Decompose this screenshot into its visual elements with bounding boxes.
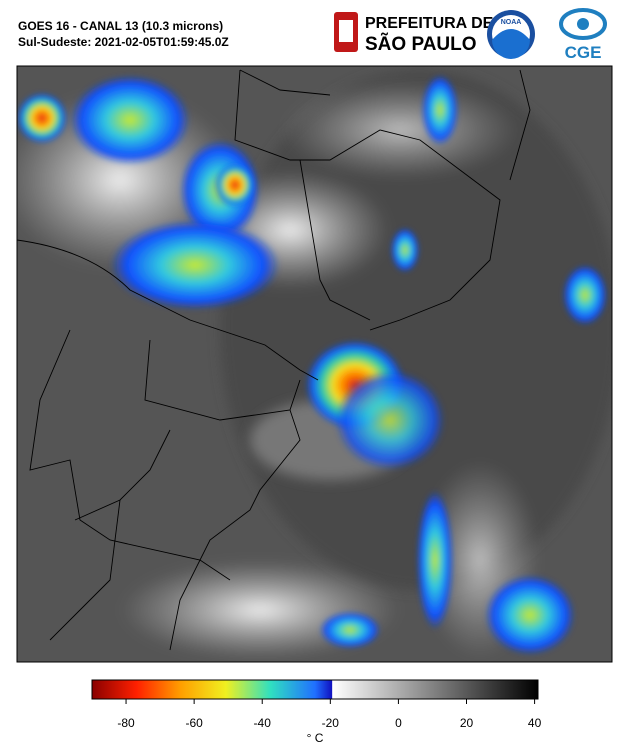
colorbar-tick-label: -20 [322,716,340,730]
satellite-image [17,66,612,662]
colorbar-tick-label: 40 [528,716,542,730]
colorbar-label: ° C [307,731,324,745]
logo-prefeitura: PREFEITURA DE SÃO PAULO [334,12,494,55]
colorbar [91,679,539,700]
logo-text: CGE [565,43,602,62]
colorbar-tick-label: -40 [254,716,272,730]
map-frame [16,65,613,663]
logo-noaa: NOAA [487,10,535,59]
colorbar-tick-label: -80 [117,716,135,730]
colorbar-tick-label: 20 [460,716,474,730]
logo-text: NOAA [501,19,522,26]
title: GOES 16 - CANAL 13 (10.3 microns) [18,19,223,33]
subtitle: Sul-Sudeste: 2021-02-05T01:59:45.0Z [18,35,229,49]
logo-text: SÃO PAULO [365,33,477,55]
colorbar-tick-label: 0 [395,716,402,730]
logo-cge: CGE [559,8,607,62]
colorbar-ticks: -80 -60 -40 -20 0 20 40 [117,699,542,730]
borders [17,69,531,651]
colorbar-tick-label: -60 [185,716,203,730]
logo-text: PREFEITURA DE [365,15,494,32]
